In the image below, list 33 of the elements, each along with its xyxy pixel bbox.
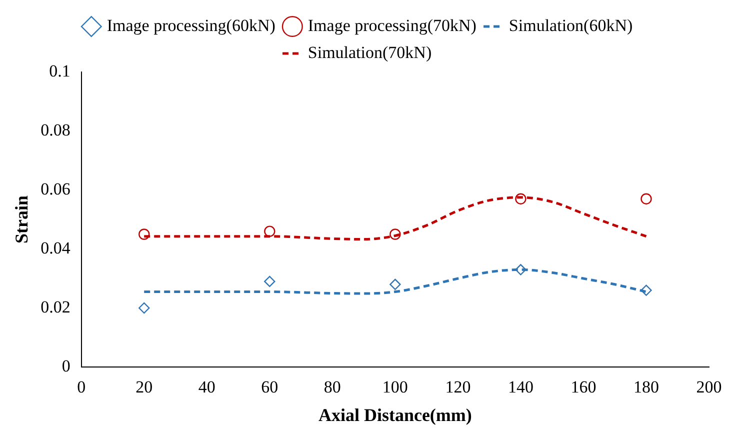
point (515, 264, 526, 276)
x-tick-label: 80 (324, 378, 341, 397)
point (515, 193, 526, 204)
y-axis-title: Strain (11, 195, 32, 244)
y-tick-label: 0.06 (40, 179, 70, 198)
point (138, 228, 150, 240)
point (390, 228, 401, 240)
y-tick-label: 0 (62, 356, 70, 376)
x-tick-label: 40 (198, 378, 216, 397)
point (390, 278, 401, 290)
y-tick-label: 0.1 (49, 61, 70, 80)
legend-label: Image processing(70kN) (308, 16, 476, 35)
point (640, 284, 652, 296)
point (640, 193, 652, 204)
x-tick-label: 120 (445, 378, 471, 397)
legend-label: Simulation(60kN) (508, 16, 633, 35)
y-tick-label: 0.04 (40, 238, 71, 258)
x-tick-label: 20 (136, 378, 153, 397)
x-tick-label: 0 (77, 378, 86, 397)
point (138, 302, 150, 314)
x-tick-label: 180 (633, 378, 659, 397)
x-tick-label: 160 (570, 378, 596, 397)
legend-label: Simulation(70kN) (308, 42, 432, 62)
x-tick-label: 60 (261, 378, 278, 397)
point (264, 226, 276, 237)
y-tick-label: 0.08 (40, 120, 70, 140)
x-tick-label: 100 (382, 378, 408, 397)
x-tick-label: 200 (696, 378, 722, 397)
point (264, 276, 276, 288)
y-tick-label: 0.02 (40, 297, 70, 316)
x-axis-title: Axial Distance(mm) (318, 404, 472, 425)
legend-label: Image processing(60kN) (106, 16, 276, 35)
x-tick-label: 140 (508, 378, 534, 397)
